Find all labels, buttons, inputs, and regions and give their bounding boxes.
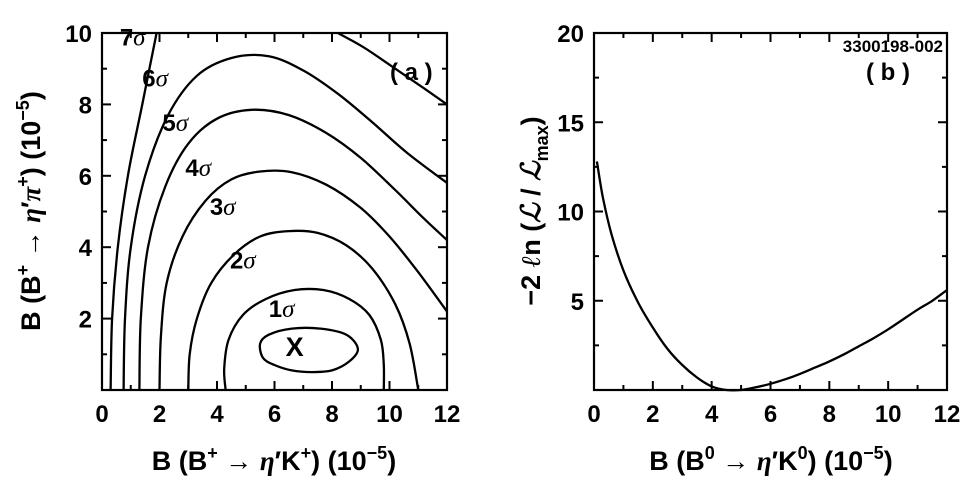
contour-label-1: 1σ [269, 296, 296, 323]
panel-b-x-tick-label: 6 [764, 401, 777, 428]
panel-b-y-axis-title: −2 ℓn (ℒ / ℒmax) [516, 116, 552, 305]
contour-label-5: 5σ [162, 110, 189, 137]
contour-4 [158, 169, 448, 391]
panel-a-label: ( a ) [390, 59, 433, 86]
panel-a-x-tick-label: 0 [95, 401, 108, 428]
panel-a-y-tick-label: 2 [79, 307, 92, 334]
panel-a-y-tick-label: 8 [79, 92, 92, 119]
panel-b-label: ( b ) [866, 59, 910, 86]
panel-b-y-ticks: 5 10 15 20 [557, 21, 947, 347]
figure-id: 3300198-002 [843, 37, 943, 56]
contour-2 [222, 287, 386, 391]
panel-a-minimum-marker: X [286, 332, 304, 362]
panel-b-y-tick-label: 5 [571, 289, 584, 316]
contour-label-7: 7σ [120, 24, 147, 51]
likelihood-curve [595, 161, 948, 392]
panel-b: 0 2 4 6 8 10 12 5 10 15 20 ( b ) B (B0 → η′K0) (1… [516, 21, 960, 476]
contour-label-6: 6σ [142, 66, 169, 93]
contour-7 [109, 32, 158, 391]
panel-a-x-tick-label: 4 [210, 401, 224, 428]
panel-a-contour-labels: 1σ 2σ 3σ 4σ 5σ 6σ 7σ [120, 24, 296, 322]
panel-a-x-tick-label: 10 [376, 401, 403, 428]
panel-a-y-axis-title: B (B+ → η′π+) (10−5) [13, 91, 46, 331]
panel-b-x-ticks: 0 2 4 6 8 10 12 [587, 33, 960, 428]
panel-a-y-tick-label: 6 [79, 164, 92, 191]
panel-a-x-tick-label: 6 [268, 401, 281, 428]
panel-b-y-tick-label: 10 [557, 200, 584, 227]
panel-a-x-tick-label: 2 [153, 401, 166, 428]
contour-label-4: 4σ [185, 155, 212, 182]
panel-a-y-tick-label: 4 [79, 235, 93, 262]
contour-5 [138, 108, 448, 391]
contour-label-2: 2σ [230, 248, 257, 275]
panel-a-contours [109, 31, 448, 391]
contour-8 [337, 31, 448, 106]
panel-b-x-tick-label: 10 [875, 401, 902, 428]
panel-b-x-axis-title: B (B0 → η′K0) (10−5) [649, 443, 892, 476]
panel-a-x-ticks: 0 2 4 6 8 10 12 [95, 33, 460, 428]
panel-a-x-tick-label: 8 [325, 401, 338, 428]
panel-b-y-tick-label: 20 [557, 21, 584, 48]
panel-b-x-tick-label: 2 [646, 401, 659, 428]
panel-a-y-tick-label: 10 [65, 21, 92, 48]
contour-1 [258, 326, 360, 374]
contour-6 [122, 53, 448, 391]
panel-b-x-tick-label: 4 [705, 401, 719, 428]
panel-a-y-ticks: 2 4 6 8 10 [65, 21, 447, 356]
panel-a-x-axis-title: B (B+ → η′K+) (10−5) [152, 443, 396, 476]
panel-b-x-tick-label: 8 [823, 401, 836, 428]
panel-b-x-tick-label: 0 [587, 401, 600, 428]
panel-b-frame [592, 31, 949, 392]
contour-3 [187, 229, 420, 391]
panel-a-x-tick-label: 12 [434, 401, 461, 428]
contour-label-3: 3σ [210, 194, 237, 221]
panel-b-x-tick-label: 12 [934, 401, 961, 428]
panel-b-y-tick-label: 15 [557, 110, 584, 137]
panel-b-series [595, 161, 948, 392]
